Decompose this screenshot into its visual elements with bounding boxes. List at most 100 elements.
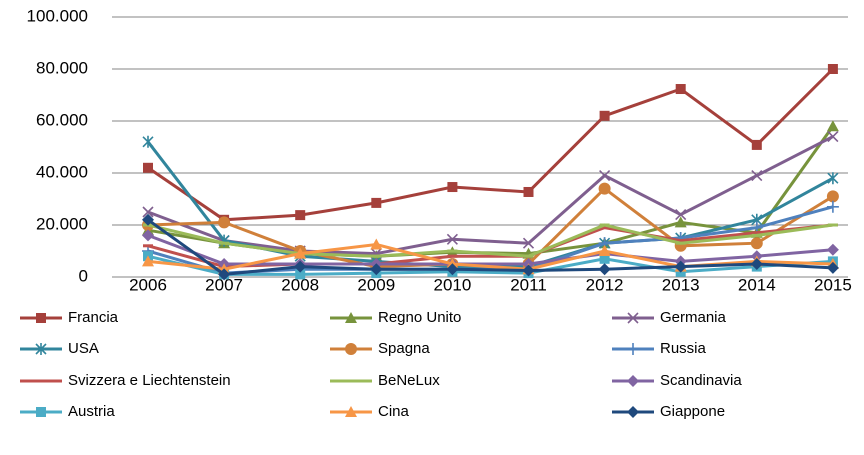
marker — [598, 182, 611, 195]
marker-shape — [371, 197, 382, 208]
marker — [827, 172, 839, 185]
legend-item: Spagna — [330, 340, 430, 357]
marker-shape — [447, 182, 458, 193]
marker-shape — [36, 313, 46, 323]
y-tick-label: 80.000 — [36, 58, 88, 77]
marker-shape — [294, 260, 307, 273]
x-tick-label: 2011 — [510, 275, 547, 294]
marker-shape — [598, 245, 611, 256]
marker-shape — [345, 406, 357, 417]
series-line — [147, 67, 834, 222]
marker-shape — [345, 312, 357, 323]
x-tick-label: 2013 — [662, 275, 700, 294]
x-tick-label: 2010 — [433, 275, 471, 294]
marker-shape — [827, 172, 839, 185]
series-line — [147, 135, 834, 256]
marker-shape — [627, 312, 639, 324]
x-tick-label: 2014 — [738, 275, 776, 294]
marker-shape — [750, 258, 763, 270]
marker — [143, 162, 153, 173]
marker-shape — [826, 120, 839, 132]
marker-shape — [142, 255, 154, 267]
legend-item: Germania — [612, 309, 727, 326]
marker — [295, 269, 306, 280]
marker — [294, 247, 307, 259]
x-tick-label: 2008 — [281, 275, 319, 294]
marker — [599, 170, 611, 182]
marker-shape — [370, 238, 383, 250]
legend-label: USA — [68, 340, 99, 357]
series-line — [147, 233, 834, 266]
marker-shape — [827, 64, 838, 74]
marker-shape — [35, 343, 47, 355]
x-tick-label: 2006 — [129, 275, 167, 294]
marker — [142, 213, 154, 226]
marker-shape — [627, 406, 639, 418]
marker — [446, 263, 459, 276]
marker-shape — [218, 268, 231, 281]
legend-label: Cina — [378, 403, 410, 420]
legend-item: Francia — [20, 309, 119, 326]
marker-shape — [295, 269, 306, 280]
legend-label: Svizzera e Liechtenstein — [68, 372, 231, 389]
y-tick-label: 20.000 — [36, 214, 88, 233]
series-line — [147, 223, 834, 258]
marker — [627, 375, 639, 387]
marker-shape — [446, 233, 458, 245]
marker — [523, 186, 534, 197]
x-tick-label: 2009 — [357, 275, 395, 294]
marker — [35, 343, 47, 355]
marker-shape — [826, 200, 839, 213]
marker — [826, 261, 839, 274]
marker — [522, 237, 535, 249]
marker — [218, 268, 231, 281]
marker-shape — [826, 190, 839, 203]
marker — [294, 260, 307, 273]
marker — [345, 312, 357, 323]
marker — [142, 229, 154, 242]
marker-shape — [598, 263, 611, 276]
marker — [827, 64, 838, 74]
marker — [295, 210, 306, 221]
y-tick-label: 60.000 — [36, 110, 88, 129]
legend-item: Regno Unito — [330, 309, 461, 326]
marker-shape — [36, 407, 46, 417]
x-tick-label: 2007 — [205, 275, 243, 294]
marker — [522, 264, 535, 277]
marker — [751, 170, 763, 182]
marker-shape — [295, 210, 306, 221]
marker-shape — [599, 253, 610, 264]
marker-shape — [675, 209, 687, 221]
marker — [627, 406, 639, 418]
marker-shape — [751, 139, 762, 150]
marker — [826, 120, 839, 132]
marker — [675, 209, 687, 221]
marker — [345, 343, 357, 355]
legend-label: Russia — [660, 340, 707, 357]
marker — [826, 190, 839, 203]
marker — [750, 258, 763, 270]
marker-shape — [751, 170, 763, 182]
marker — [674, 216, 687, 228]
x-tick-label: 2015 — [814, 275, 852, 294]
marker-shape — [370, 263, 383, 276]
marker — [36, 407, 46, 417]
marker — [599, 110, 610, 121]
marker — [627, 343, 639, 355]
marker-shape — [599, 170, 611, 182]
marker-shape — [143, 162, 153, 173]
legend-label: Regno Unito — [378, 309, 461, 326]
legend-label: Giappone — [660, 403, 725, 420]
legend-item: Svizzera e Liechtenstein — [20, 372, 231, 389]
marker-shape — [218, 216, 231, 229]
legend-label: Francia — [68, 309, 119, 326]
marker-shape — [522, 237, 535, 249]
marker — [142, 135, 154, 148]
marker-shape — [826, 243, 839, 256]
marker-shape — [142, 213, 154, 226]
marker — [598, 263, 611, 276]
legend-label: Germania — [660, 309, 727, 326]
series-line — [147, 254, 834, 276]
marker-shape — [627, 343, 639, 355]
marker — [826, 200, 839, 213]
